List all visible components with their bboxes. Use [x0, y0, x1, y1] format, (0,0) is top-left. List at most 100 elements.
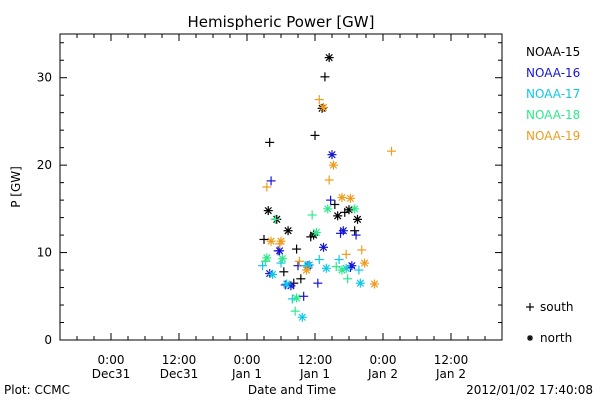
data-point-south: [313, 278, 323, 288]
x-tick-label: 0:00: [234, 353, 261, 367]
x-tick-label: 12:00: [162, 353, 197, 367]
data-point-south: [292, 244, 302, 254]
data-point-south: [324, 175, 334, 185]
data-point-south: [314, 255, 324, 265]
data-point-north: [355, 278, 365, 288]
series-noaa-16: [265, 150, 361, 301]
data-point-south: [259, 234, 269, 244]
footer-timestamp: 2012/01/02 17:40:08: [466, 383, 593, 397]
data-point-north: [324, 53, 334, 63]
data-point-north: [283, 226, 293, 236]
x-tick-label: 0:00: [370, 353, 397, 367]
series-legend: NOAA-15 NOAA-16 NOAA-17 NOAA-18 NOAA-19: [526, 45, 580, 143]
x-axis-label: Date and Time: [248, 383, 336, 397]
legend-entry: NOAA-17: [526, 87, 580, 101]
legend-south-marker: [526, 303, 534, 311]
data-point-north: [292, 293, 302, 303]
plot-frame: [59, 33, 503, 341]
data-point-north: [268, 269, 277, 279]
x-tick-sublabel: Jan 1: [231, 367, 262, 381]
x-tick-sublabel: Jan 2: [435, 367, 466, 381]
data-point-north: [328, 160, 338, 170]
data-point-south: [357, 245, 367, 255]
legend-entry: NOAA-15: [526, 45, 580, 59]
data-point-north: [323, 204, 333, 214]
data-point-south: [266, 176, 276, 186]
data-point-south: [310, 130, 320, 140]
data-point-south: [296, 274, 306, 284]
data-point-south: [279, 267, 289, 277]
legend-entry: NOAA-19: [526, 129, 580, 143]
data-point-north: [345, 193, 355, 203]
y-tick-label: 20: [37, 158, 52, 172]
y-tick-label: 10: [37, 246, 52, 260]
data-point-north: [333, 211, 343, 221]
legend-entry: NOAA-16: [526, 66, 580, 80]
data-point-north: [319, 102, 328, 112]
data-point-north: [304, 260, 314, 270]
data-point-north: [321, 263, 331, 273]
data-point-south: [326, 195, 336, 205]
data-point-south: [334, 255, 344, 265]
marker-legend: south north: [526, 300, 574, 345]
data-point-north: [277, 254, 287, 264]
x-tick-sublabel: Dec31: [160, 367, 199, 381]
data-point-north: [350, 204, 360, 214]
data-point-north: [266, 236, 276, 246]
data-point-north: [338, 226, 348, 236]
data-point-south: [262, 182, 272, 192]
series-noaa-19: [262, 95, 396, 289]
data-point-north: [327, 150, 337, 160]
data-point-south: [299, 291, 309, 301]
series-noaa-17: [258, 255, 365, 322]
data-point-north: [319, 242, 328, 252]
data-point-south: [265, 137, 275, 147]
data-points: [258, 53, 396, 322]
data-point-north: [297, 312, 307, 322]
x-tick-sublabel: Jan 2: [367, 367, 398, 381]
data-point-north: [337, 265, 347, 275]
legend-north-marker: [527, 335, 533, 341]
data-point-north: [262, 253, 272, 263]
legend-entry: NOAA-18: [526, 108, 580, 122]
data-point-north: [337, 192, 347, 202]
data-point-south: [343, 274, 353, 284]
chart-title: Hemispheric Power [GW]: [188, 13, 375, 31]
legend-south-label: south: [540, 300, 574, 314]
data-point-north: [370, 279, 379, 289]
data-point-north: [282, 279, 292, 289]
data-point-south: [320, 72, 330, 82]
footer-plot-credit: Plot: CCMC: [4, 383, 70, 397]
data-point-north: [263, 206, 273, 216]
y-axis-label: P [GW]: [9, 166, 23, 208]
data-point-north: [360, 258, 370, 268]
x-tick-sublabel: Jan 1: [299, 367, 330, 381]
data-point-south: [330, 199, 340, 209]
data-point-south: [354, 265, 364, 275]
x-tick-label: 12:00: [434, 353, 469, 367]
y-tick-label: 0: [44, 333, 52, 347]
series-noaa-18: [260, 204, 360, 316]
data-point-north: [353, 214, 362, 224]
data-point-north: [302, 265, 311, 275]
data-point-south: [294, 256, 304, 266]
data-point-south: [290, 306, 300, 316]
data-point-south: [341, 249, 351, 259]
y-axis: 0 10 20 30: [37, 42, 502, 347]
y-tick-label: 30: [37, 71, 52, 85]
data-point-north: [344, 205, 354, 215]
x-tick-sublabel: Dec31: [92, 367, 131, 381]
data-point-south: [307, 210, 317, 220]
data-point-south: [351, 230, 361, 240]
data-point-south: [270, 214, 280, 224]
data-point-south: [314, 95, 324, 105]
data-point-north: [311, 227, 321, 237]
x-tick-label: 0:00: [98, 353, 125, 367]
x-tick-label: 12:00: [298, 353, 333, 367]
data-point-south: [350, 226, 360, 236]
legend-north-label: north: [540, 331, 572, 345]
data-point-south: [387, 146, 396, 156]
